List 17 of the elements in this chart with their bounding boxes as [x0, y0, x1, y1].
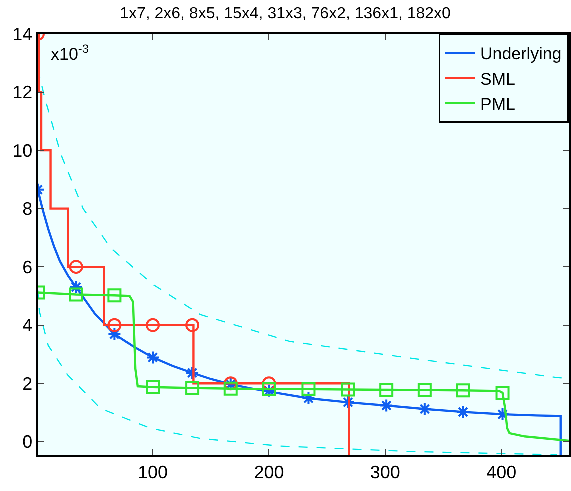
x-tick-label: 100	[138, 462, 168, 482]
y-tick-label: 0	[22, 432, 33, 452]
y-tick-label: 10	[12, 140, 33, 161]
y-tick-label: 6	[22, 257, 33, 278]
chart-title: 1x7, 2x6, 8x5, 15x4, 31x3, 76x2, 136x1, 182x0	[120, 6, 452, 23]
legend-label: Underlying	[480, 44, 562, 64]
legend-label: SML	[480, 70, 516, 89]
y-tick-label: 8	[22, 199, 33, 220]
legend-label: PML	[480, 94, 516, 114]
y-tick-label: 2	[22, 374, 33, 394]
y-tick-label: 4	[22, 316, 33, 336]
x-tick-label: 200	[254, 462, 284, 482]
y-tick-label: 12	[12, 82, 33, 103]
y-tick-label: 14	[12, 24, 33, 44]
annotation: x10$^{-3}$	[51, 42, 90, 64]
x-tick-label: 400	[486, 462, 517, 482]
x-tick-label: 300	[370, 462, 400, 482]
